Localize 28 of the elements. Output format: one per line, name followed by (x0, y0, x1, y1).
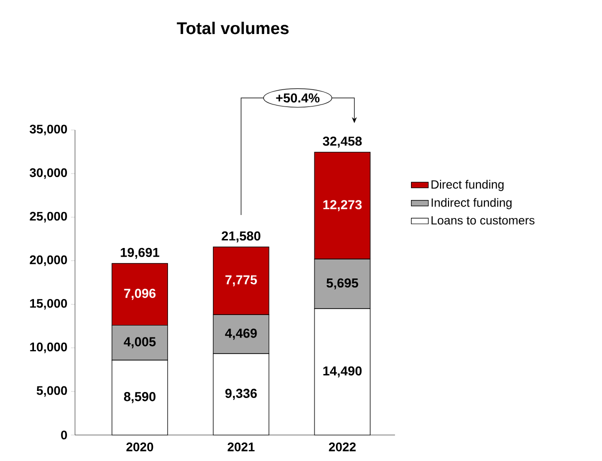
legend-label: Indirect funding (432, 198, 512, 210)
data-label: 14,490 (323, 366, 362, 378)
y-tick-label: 25,000 (30, 212, 67, 222)
legend-label: Direct funding (432, 180, 504, 192)
y-tick-label: 5,000 (36, 386, 67, 397)
data-label: 9,336 (225, 388, 257, 400)
y-tick-label: 35,000 (30, 124, 67, 136)
legend-label: Loans to customers (432, 216, 534, 225)
total-label: 21,580 (222, 231, 260, 242)
data-label: 5,695 (326, 278, 358, 290)
data-label: 12,273 (323, 200, 362, 212)
y-tick-label: 10,000 (30, 342, 67, 354)
chart-title: Total volumes (176, 22, 289, 34)
data-label: 7,096 (124, 288, 156, 300)
data-label: 8,590 (124, 392, 156, 404)
text: +50.4% (276, 93, 320, 103)
data-label: 4,005 (124, 337, 156, 348)
y-tick-label: 15,000 (30, 298, 67, 310)
x-tick-label: 2020 (126, 442, 154, 452)
y-tick-label: 0 (61, 430, 67, 440)
x-tick-label: 2021 (228, 442, 255, 452)
y-tick-label: 20,000 (30, 255, 67, 266)
data-label: 7,775 (225, 275, 257, 286)
y-tick-label: 30,000 (30, 168, 67, 179)
total-label: 19,691 (120, 248, 160, 259)
total-label: 32,458 (322, 136, 362, 148)
data-label: 4,469 (225, 328, 257, 340)
x-tick-label: 2022 (328, 442, 356, 452)
